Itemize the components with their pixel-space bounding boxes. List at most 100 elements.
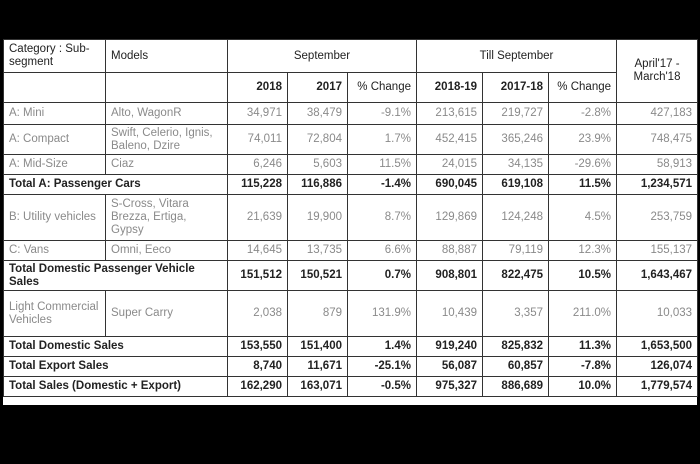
cell-category: B: Utility vehicles — [3, 194, 106, 241]
cell-till-2017-18: 34,135 — [482, 154, 549, 175]
cell-sep-change: 0.7% — [347, 260, 417, 291]
header-till-september: Till September — [415, 39, 618, 73]
header-row-2: 2018 2017 % Change 2018-19 2017-18 % Cha… — [3, 72, 698, 103]
cell-models: S-Cross, Vitara Brezza, Ertiga, Gypsy — [105, 194, 228, 241]
cell-sep-change: 1.7% — [347, 124, 417, 155]
cell-till-2018-19: 129,869 — [416, 194, 483, 241]
cell-sep-change: -1.4% — [347, 174, 417, 195]
cell-sep-change: 1.4% — [347, 336, 417, 357]
cell-till-2018-19: 56,087 — [416, 356, 483, 377]
cell-sep-change: 11.5% — [347, 154, 417, 175]
cell-till-2017-18: 886,689 — [482, 376, 549, 397]
cell-till-2018-19: 452,415 — [416, 124, 483, 155]
table-row: A: Compact Swift, Celerio, Ignis, Baleno… — [3, 124, 699, 155]
cell-sep-2017: 116,886 — [287, 174, 348, 195]
table-row: B: Utility vehicles S-Cross, Vitara Brez… — [3, 194, 699, 241]
table-row-total: Total Export Sales 8,740 11,671 -25.1% 5… — [3, 356, 699, 377]
cell-sep-change: 8.7% — [347, 194, 417, 241]
cell-sep-change: -9.1% — [347, 102, 417, 125]
cell-till-change: 211.0% — [547, 290, 618, 337]
cell-sep-2018: 115,228 — [227, 174, 288, 195]
sales-table-sheet: Category : Sub-segment Models September … — [3, 39, 699, 405]
cell-till-2017-18: 219,727 — [482, 102, 549, 125]
cell-category: Total Domestic Passenger Vehicle Sales — [3, 260, 228, 291]
cell-sep-2017: 5,603 — [287, 154, 348, 175]
cell-till-2017-18: 60,857 — [482, 356, 549, 377]
cell-till-2017-18: 825,832 — [482, 336, 549, 357]
cell-sep-2018: 6,246 — [227, 154, 288, 175]
header-blank-2 — [105, 72, 228, 103]
cell-category: A: Mid-Size — [3, 154, 106, 175]
cell-till-change: 12.3% — [547, 240, 618, 261]
header-models: Models — [105, 39, 228, 73]
cell-models: Alto, WagonR — [105, 102, 228, 125]
cell-sep-2018: 34,971 — [227, 102, 288, 125]
header-sep-change: % Change — [347, 72, 417, 103]
table-row: C: Vans Omni, Eeco 14,645 13,735 6.6% 88… — [3, 240, 699, 261]
cell-sep-2017: 38,479 — [287, 102, 348, 125]
cell-sep-2018: 151,512 — [227, 260, 288, 291]
cell-till-2017-18: 124,248 — [482, 194, 549, 241]
header-annual: April'17 - March'18 — [616, 39, 699, 103]
cell-sep-2018: 153,550 — [227, 336, 288, 357]
table-row-total: Total A: Passenger Cars 115,228 116,886 … — [3, 174, 699, 195]
header-row-1: Category : Sub-segment Models September … — [3, 39, 699, 103]
cell-category: A: Mini — [3, 102, 106, 125]
header-sep-2018: 2018 — [227, 72, 288, 103]
cell-sep-2017: 163,071 — [287, 376, 348, 397]
cell-till-change: 23.9% — [547, 124, 618, 155]
cell-till-2018-19: 213,615 — [416, 102, 483, 125]
cell-sep-2018: 8,740 — [227, 356, 288, 377]
cell-sep-2017: 151,400 — [287, 336, 348, 357]
table-row-total: Total Domestic Passenger Vehicle Sales 1… — [3, 260, 699, 291]
cell-till-change: 10.0% — [547, 376, 618, 397]
cell-till-2017-18: 365,246 — [482, 124, 549, 155]
cell-category: Total A: Passenger Cars — [3, 174, 228, 195]
cell-till-2018-19: 690,045 — [416, 174, 483, 195]
cell-till-change: 4.5% — [547, 194, 618, 241]
table-row: A: Mid-Size Ciaz 6,246 5,603 11.5% 24,01… — [3, 154, 699, 175]
cell-annual: 1,653,500 — [616, 336, 699, 357]
cell-till-2017-18: 619,108 — [482, 174, 549, 195]
cell-sep-2017: 19,900 — [287, 194, 348, 241]
cell-sep-2018: 2,038 — [227, 290, 288, 337]
cell-models: Ciaz — [105, 154, 228, 175]
cell-models: Omni, Eeco — [105, 240, 228, 261]
cell-sep-2018: 162,290 — [227, 376, 288, 397]
header-september: September — [227, 39, 417, 73]
sales-table: Category : Sub-segment Models September … — [3, 39, 699, 397]
cell-sep-2017: 11,671 — [287, 356, 348, 377]
table-row: Light Commercial Vehicles Super Carry 2,… — [3, 290, 699, 337]
cell-annual: 748,475 — [616, 124, 699, 155]
header-till-change: % Change — [547, 72, 618, 103]
cell-sep-2017: 150,521 — [287, 260, 348, 291]
cell-category: Total Sales (Domestic + Export) — [3, 376, 228, 397]
cell-category: Total Domestic Sales — [3, 336, 228, 357]
cell-annual: 253,759 — [616, 194, 699, 241]
cell-annual: 10,033 — [616, 290, 699, 337]
cell-till-change: 11.3% — [547, 336, 618, 357]
cell-till-2018-19: 975,327 — [416, 376, 483, 397]
cell-category: Total Export Sales — [3, 356, 228, 377]
cell-models: Swift, Celerio, Ignis, Baleno, Dzire — [105, 124, 228, 155]
header-blank-1 — [3, 72, 106, 103]
cell-annual: 126,074 — [616, 356, 699, 377]
header-category: Category : Sub-segment — [3, 39, 106, 73]
cell-annual: 427,183 — [616, 102, 699, 125]
cell-till-2018-19: 919,240 — [416, 336, 483, 357]
table-row-total: Total Domestic Sales 153,550 151,400 1.4… — [3, 336, 699, 357]
cell-sep-2017: 72,804 — [287, 124, 348, 155]
cell-till-2018-19: 24,015 — [416, 154, 483, 175]
cell-till-change: -29.6% — [547, 154, 618, 175]
cell-till-change: -2.8% — [547, 102, 618, 125]
cell-sep-change: -0.5% — [347, 376, 417, 397]
header-till-2017-18: 2017-18 — [482, 72, 549, 103]
cell-sep-change: 131.9% — [347, 290, 417, 337]
cell-category: Light Commercial Vehicles — [3, 290, 106, 337]
table-row-total: Total Sales (Domestic + Export) 162,290 … — [3, 376, 699, 397]
cell-annual: 1,779,574 — [616, 376, 699, 397]
cell-till-change: 11.5% — [547, 174, 618, 195]
cell-annual: 58,913 — [616, 154, 699, 175]
cell-annual: 155,137 — [616, 240, 699, 261]
cell-sep-2018: 21,639 — [227, 194, 288, 241]
